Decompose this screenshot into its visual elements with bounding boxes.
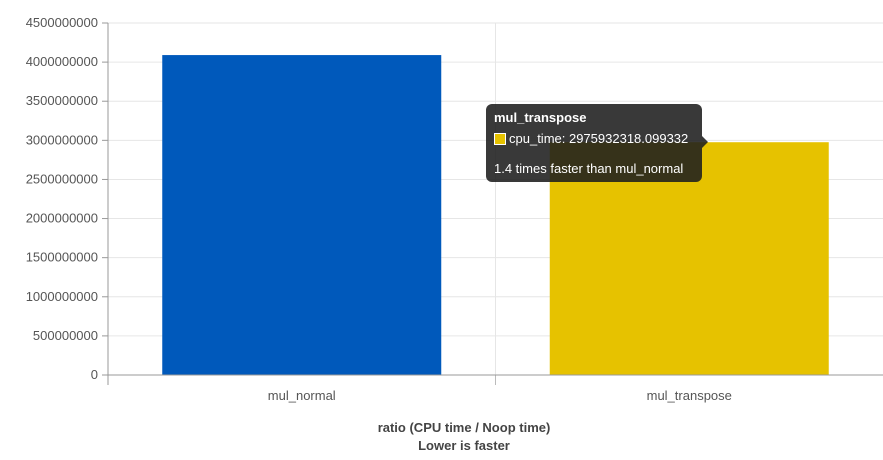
series-color-swatch	[494, 133, 506, 145]
y-tick-label: 1000000000	[26, 289, 98, 304]
x-tick-label: mul_transpose	[647, 388, 732, 403]
y-tick-label: 4000000000	[26, 54, 98, 69]
tooltip-series-row: cpu_time: 2975932318.099332	[494, 131, 694, 147]
y-tick-label: 0	[91, 367, 98, 382]
tooltip-title: mul_transpose	[494, 110, 587, 125]
axes: 0 500000000 1000000000 1500000000 2000000000…	[26, 15, 883, 403]
y-tick-label: 2000000000	[26, 211, 98, 226]
y-tick-label: 3500000000	[26, 93, 98, 108]
y-tick-label: 1500000000	[26, 250, 98, 265]
tooltip-note: 1.4 times faster than mul_normal	[494, 161, 684, 176]
bar-mul_normal[interactable]	[162, 55, 442, 376]
x-axis-title: ratio (CPU time / Noop time)	[378, 420, 551, 435]
y-tick-label: 3000000000	[26, 132, 98, 147]
bar-tooltip: mul_transpose cpu_time: 2975932318.09933…	[486, 104, 708, 182]
y-tick-label: 4500000000	[26, 15, 98, 30]
y-tick-label: 500000000	[33, 328, 98, 343]
y-tick-label: 2500000000	[26, 171, 98, 186]
x-axis-subtitle: Lower is faster	[418, 438, 510, 453]
x-tick-label: mul_normal	[268, 388, 336, 403]
bars	[162, 55, 829, 376]
tooltip-series-value: cpu_time: 2975932318.099332	[509, 131, 689, 146]
